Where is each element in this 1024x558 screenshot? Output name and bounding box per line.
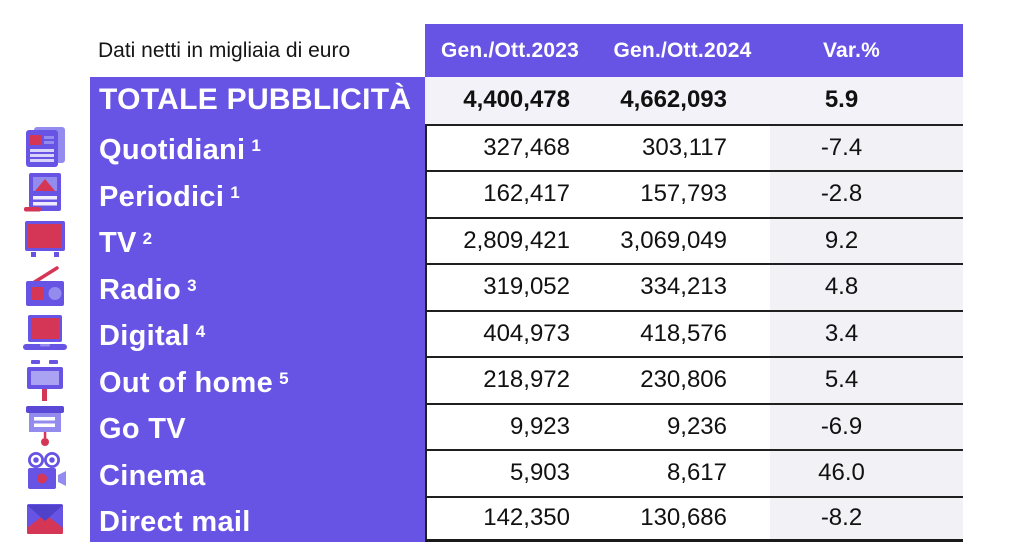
row-label-cinema: Cinema bbox=[90, 449, 425, 496]
value-out-of-home-2023: 218,972 bbox=[425, 356, 595, 403]
value-tv-2024: 3,069,049 bbox=[595, 216, 770, 263]
value-direct-mail-2024: 130,686 bbox=[595, 495, 770, 542]
column-header-var: Var.% bbox=[770, 24, 963, 77]
value-cinema-2024: 8,617 bbox=[595, 449, 770, 496]
footnote-marker: 3 bbox=[187, 275, 197, 295]
row-label-radio: Radio 3 bbox=[90, 263, 425, 310]
footnote-marker: 1 bbox=[251, 136, 262, 155]
radio-icon bbox=[26, 266, 64, 307]
row-label-go-tv: Go TV bbox=[90, 402, 425, 449]
value-quotidiani-2023: 327,468 bbox=[425, 123, 595, 170]
header-icon-spacer bbox=[0, 24, 90, 77]
value-go-tv-2024: 9,236 bbox=[595, 402, 770, 449]
footnote-marker: 4 bbox=[195, 322, 206, 341]
row-label-tv: TV 2 bbox=[90, 216, 425, 263]
billboard-icon bbox=[27, 360, 63, 402]
row-label-quotidiani: Quotidiani 1 bbox=[90, 123, 425, 170]
table-subtitle: Dati netti in migliaia di euro bbox=[90, 24, 425, 77]
value-totale-var: 5.9 bbox=[770, 77, 963, 124]
footnote-marker: 5 bbox=[279, 368, 289, 388]
mail-icon bbox=[27, 503, 63, 534]
newspaper-icon bbox=[26, 126, 65, 167]
value-cinema-2023: 5,903 bbox=[425, 449, 595, 496]
footnote-marker: 2 bbox=[142, 229, 153, 248]
value-digital-2024: 418,576 bbox=[595, 309, 770, 356]
value-radio-2023: 319,052 bbox=[425, 263, 595, 310]
value-radio-2024: 334,213 bbox=[595, 263, 770, 310]
value-digital-var: 3.4 bbox=[770, 309, 963, 356]
cinema-camera-icon bbox=[28, 452, 66, 490]
value-periodici-2024: 157,793 bbox=[595, 170, 770, 217]
row-label-out-of-home: Out of home 5 bbox=[90, 356, 425, 403]
value-out-of-home-2024: 230,806 bbox=[595, 356, 770, 403]
value-quotidiani-2024: 303,117 bbox=[595, 123, 770, 170]
row-label-digital: Digital 4 bbox=[90, 309, 425, 356]
value-direct-mail-2023: 142,350 bbox=[425, 495, 595, 542]
magazine-icon bbox=[24, 173, 61, 212]
value-digital-2023: 404,973 bbox=[425, 309, 595, 356]
value-periodici-2023: 162,417 bbox=[425, 170, 595, 217]
value-tv-2023: 2,809,421 bbox=[425, 216, 595, 263]
value-radio-var: 4.8 bbox=[770, 263, 963, 310]
column-header-2024: Gen./Ott.2024 bbox=[595, 24, 770, 77]
gotv-screen-icon bbox=[26, 405, 64, 446]
value-periodici-var: -2.8 bbox=[770, 170, 963, 217]
laptop-icon bbox=[23, 314, 67, 350]
row-label-direct-mail: Direct mail bbox=[90, 495, 425, 542]
row-label-periodici: Periodici 1 bbox=[90, 170, 425, 217]
value-go-tv-var: -6.9 bbox=[770, 402, 963, 449]
value-direct-mail-var: -8.2 bbox=[770, 495, 963, 542]
value-totale-2023: 4,400,478 bbox=[425, 77, 595, 124]
value-out-of-home-var: 5.4 bbox=[770, 356, 963, 403]
value-go-tv-2023: 9,923 bbox=[425, 402, 595, 449]
column-header-2023: Gen./Ott.2023 bbox=[425, 24, 595, 77]
value-totale-2024: 4,662,093 bbox=[595, 77, 770, 124]
value-quotidiani-var: -7.4 bbox=[770, 123, 963, 170]
footnote-marker: 1 bbox=[230, 182, 240, 202]
ad-spend-table: Dati netti in migliaia di euro Gen./Ott.… bbox=[0, 24, 963, 542]
tv-icon bbox=[25, 220, 65, 257]
value-tv-var: 9.2 bbox=[770, 216, 963, 263]
row-label-totale: TOTALE PUBBLICITÀ bbox=[90, 77, 425, 124]
value-cinema-var: 46.0 bbox=[770, 449, 963, 496]
icon-spacer bbox=[0, 77, 90, 124]
